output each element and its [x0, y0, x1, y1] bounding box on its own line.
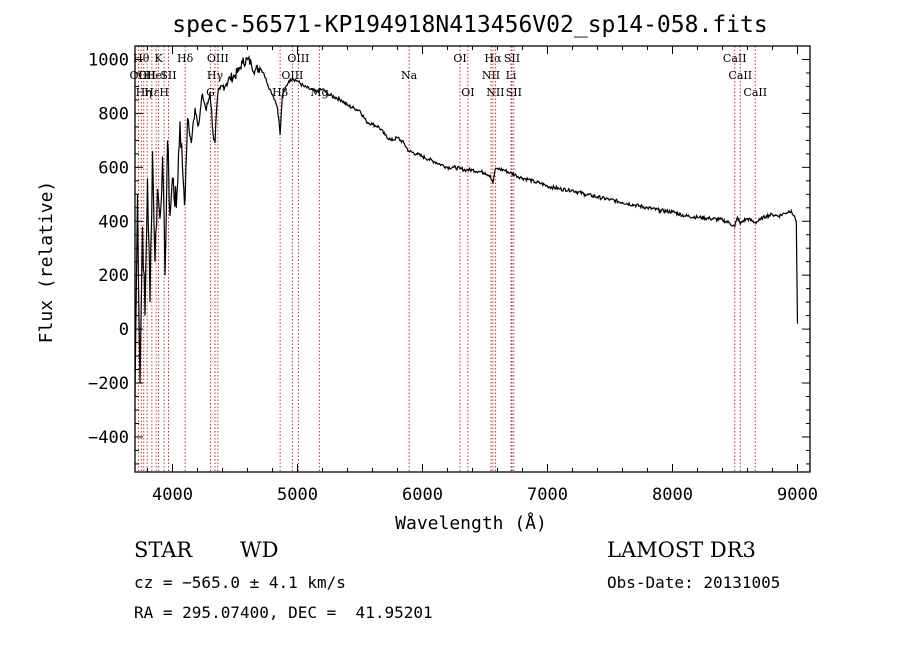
survey-name: LAMOST DR3: [607, 538, 756, 562]
coordinates: RA = 295.07400, DEC = 41.95201: [134, 603, 433, 622]
x-tick-label: 8000: [652, 485, 693, 505]
object-class: STAR: [134, 538, 193, 562]
spectral-line-label: Hη: [136, 86, 152, 99]
spectral-line-label: Hδ: [177, 52, 194, 65]
spectral-line-label: K: [155, 52, 164, 65]
x-tick-label: 7000: [527, 485, 568, 505]
spectral-line-label: OIII: [287, 52, 309, 65]
x-tick-label: 5000: [277, 485, 318, 505]
y-tick-label: −400: [88, 428, 129, 448]
spectral-line-label: NII: [486, 86, 504, 99]
y-tick-label: 800: [98, 104, 129, 124]
spectral-line-label: Li: [506, 69, 517, 82]
spectral-line-label: SII: [504, 52, 520, 65]
spectral-line-label: OI: [453, 52, 466, 65]
spectral-line-markers: OIIHθHηOIIHεHeIKHSIIHδGHγOIIIHβOIIIOIIIM…: [130, 46, 767, 472]
spectral-line-label: SII: [160, 69, 176, 82]
y-tick-label: 200: [98, 266, 129, 286]
x-tick-label: 6000: [402, 485, 443, 505]
spectral-line-label: Hθ: [133, 52, 150, 65]
spectrum-line: [134, 54, 799, 397]
y-tick-label: 0: [119, 320, 129, 340]
spectral-line-label: SII: [506, 86, 522, 99]
spectral-line-label: H: [159, 86, 169, 99]
x-axis: 4000 5000 6000 7000 8000 9000: [147, 46, 818, 505]
spectral-line-label: HeI: [146, 69, 166, 82]
x-axis-label: Wavelength (Å): [395, 512, 547, 534]
observation-date: Obs-Date: 20131005: [607, 573, 781, 592]
chart-title: spec-56571-KP194918N413456V02_sp14-058.f…: [172, 12, 767, 38]
redshift-cz: cz = −565.0 ± 4.1 km/s: [134, 573, 346, 592]
y-axis-label: Flux (relative): [36, 181, 57, 344]
spectral-line-label: Hγ: [207, 69, 224, 82]
spectral-line-label: NII: [482, 69, 500, 82]
y-tick-label: 1000: [88, 50, 129, 70]
object-subclass: WD: [240, 538, 279, 562]
y-tick-label: −200: [88, 374, 129, 394]
spectral-line-label: Na: [401, 69, 418, 82]
spectral-line-label: OIII: [207, 52, 229, 65]
spectral-line-label: OI: [461, 86, 474, 99]
spectral-line-label: CaII: [743, 86, 767, 99]
x-tick-label: 9000: [777, 485, 818, 505]
y-axis: −400 −200 0 200 400 600 800 1000: [88, 50, 810, 465]
x-tick-label: 4000: [152, 485, 193, 505]
y-tick-label: 600: [98, 158, 129, 178]
y-tick-label: 400: [98, 212, 129, 232]
spectral-line-label: Hα: [484, 52, 502, 65]
plot-frame: [134, 45, 811, 473]
spectral-line-label: CaII: [723, 52, 747, 65]
spectral-line-label: Hε: [144, 86, 160, 99]
spectral-line-label: OII: [130, 69, 148, 82]
spectral-line-label: OIII: [281, 69, 303, 82]
spectral-line-label: CaII: [728, 69, 752, 82]
